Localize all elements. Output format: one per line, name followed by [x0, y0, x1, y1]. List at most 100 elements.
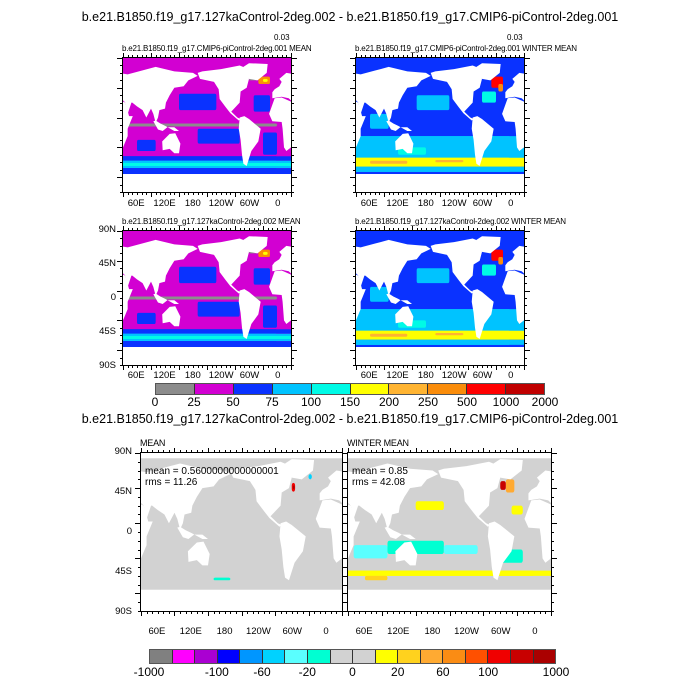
tick	[165, 55, 166, 58]
colorbar-swatch	[443, 650, 466, 663]
tick	[336, 611, 338, 614]
panel-subtitle: b.e21.B1850.f19_g17.CMIP6-piControl-2deg…	[355, 44, 577, 53]
tick	[379, 192, 381, 195]
tick	[353, 110, 356, 112]
land-namerica	[230, 461, 292, 527]
diff-title: b.e21.B1850.f19_g17.127kaControl-2deg.00…	[81, 412, 619, 426]
tick	[374, 228, 376, 231]
land-namerica	[197, 65, 249, 121]
tick	[374, 55, 376, 58]
tick	[500, 450, 502, 453]
contour-patch	[356, 330, 510, 340]
tick	[477, 450, 479, 453]
tick	[376, 611, 378, 614]
tick	[466, 611, 468, 614]
tick	[169, 365, 171, 368]
tick	[225, 228, 227, 231]
tick	[505, 55, 507, 58]
tick	[364, 611, 366, 614]
tick	[272, 228, 274, 231]
lon-label: 60W	[490, 626, 511, 637]
tick	[263, 192, 264, 197]
tick	[486, 365, 488, 368]
tick	[277, 55, 278, 58]
contour-patch	[292, 485, 295, 489]
tick	[193, 192, 194, 195]
tick	[483, 448, 485, 453]
tick	[415, 611, 417, 616]
tick	[353, 139, 356, 141]
tick	[174, 228, 176, 231]
colorbar-swatch	[217, 650, 241, 663]
tick	[454, 192, 455, 195]
tick	[444, 192, 446, 195]
tick	[207, 365, 208, 370]
lon-label: 120E	[386, 198, 409, 209]
tick	[374, 365, 376, 368]
tick	[138, 540, 141, 542]
colorbar-swatch	[172, 650, 196, 663]
tick	[249, 192, 250, 195]
tick	[435, 55, 437, 58]
tick	[146, 192, 148, 195]
tick	[519, 55, 521, 58]
colorbar-difference	[149, 649, 556, 664]
tick	[291, 268, 294, 270]
tick	[551, 567, 554, 569]
tick	[135, 453, 141, 454]
colorbar-label: -1000	[133, 665, 165, 679]
lat-label: 0	[126, 526, 132, 537]
contour-patch	[356, 166, 510, 172]
tick	[500, 365, 502, 368]
lon-label: 60E	[355, 626, 373, 637]
tick	[412, 53, 413, 58]
tick	[127, 55, 129, 58]
tick	[412, 226, 413, 231]
tick	[348, 611, 349, 616]
tick	[286, 192, 288, 195]
tick	[404, 450, 406, 453]
tick	[138, 470, 141, 472]
colorbar-label: 0	[151, 395, 159, 409]
tick	[244, 55, 246, 58]
tick	[348, 448, 349, 453]
land-eurasia	[272, 245, 291, 274]
tick	[221, 228, 222, 231]
tick	[286, 450, 288, 453]
tick	[165, 365, 166, 368]
tick	[353, 268, 356, 270]
tick	[291, 177, 297, 179]
tick	[350, 117, 356, 119]
tick	[330, 611, 332, 614]
tick	[524, 102, 527, 104]
tick	[272, 55, 274, 58]
tick	[197, 365, 199, 368]
tick	[207, 192, 208, 197]
tick	[551, 558, 557, 560]
tick	[551, 584, 554, 586]
tick	[342, 453, 348, 454]
contour-patch	[416, 268, 450, 284]
tick	[216, 55, 218, 58]
tick	[365, 55, 367, 58]
tick	[263, 611, 265, 614]
land-samerica	[471, 116, 494, 166]
tick	[123, 192, 124, 197]
tick	[402, 365, 404, 368]
contour-patch	[353, 545, 388, 559]
tick	[291, 117, 297, 119]
tick	[120, 238, 123, 240]
tick	[160, 55, 162, 58]
tick	[120, 298, 123, 299]
tick	[551, 532, 554, 533]
tick	[524, 110, 527, 112]
tick	[551, 514, 554, 516]
tick	[353, 102, 356, 104]
contour-patch	[179, 93, 217, 111]
tick	[524, 312, 527, 314]
tick	[472, 365, 474, 368]
colorbar-levels	[155, 383, 545, 395]
tick	[120, 283, 123, 285]
tick	[353, 192, 356, 193]
lon-label: 180	[417, 198, 434, 209]
